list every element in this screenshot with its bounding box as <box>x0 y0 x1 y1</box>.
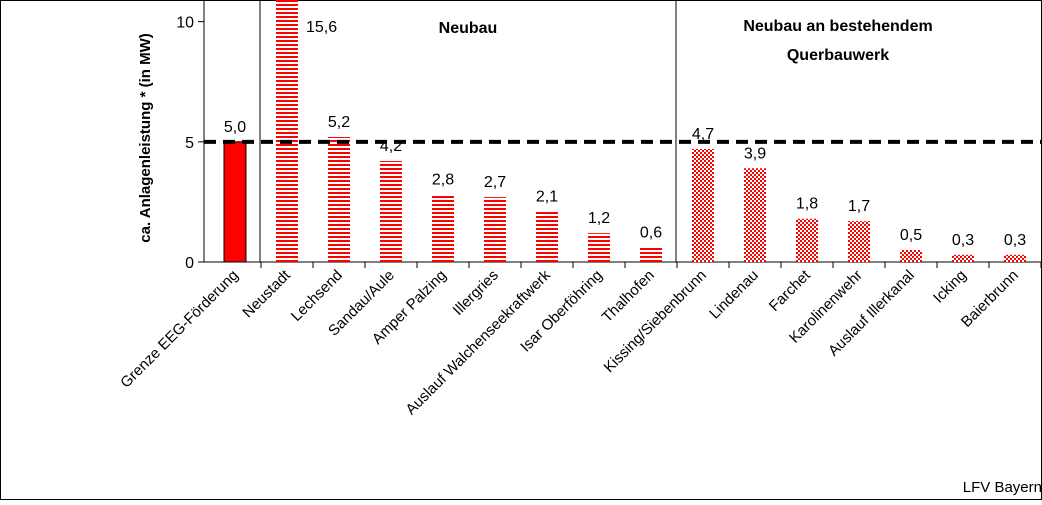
bar <box>900 249 922 262</box>
value-label: 0,3 <box>1004 232 1026 249</box>
bar <box>380 161 402 262</box>
bar <box>484 197 506 262</box>
value-label: 1,7 <box>848 198 870 215</box>
source-label: LFV Bayern <box>963 479 1042 496</box>
bar <box>1004 254 1026 262</box>
x-tick-label: Farchet <box>766 266 815 315</box>
x-tick-label: Baierbrunn <box>958 267 1022 331</box>
bar <box>432 194 454 262</box>
value-label: 2,1 <box>536 189 558 206</box>
value-label: 0,6 <box>640 225 662 242</box>
bar <box>536 211 558 262</box>
bar <box>952 254 974 262</box>
y-tick-label: 10 <box>176 15 194 32</box>
value-label: 2,8 <box>432 172 454 189</box>
bar <box>640 247 662 262</box>
group-label-neubau: Neubau <box>439 20 498 37</box>
bar <box>796 218 818 262</box>
y-tick-label: 5 <box>185 135 194 152</box>
x-tick-label: Neustadt <box>239 266 294 321</box>
value-label: 4,7 <box>692 126 714 143</box>
value-labels: 5,0 15,6 5,2 4,2 2,8 2,7 2,1 1,2 0,6 4,7 3,9 1,8 1,7… <box>224 19 1026 249</box>
bar <box>276 0 298 262</box>
value-label: 2,7 <box>484 174 506 191</box>
bar <box>588 233 610 262</box>
value-label: 5,2 <box>328 114 350 131</box>
y-axis: 0 5 10 <box>176 15 204 272</box>
x-tick-labels: Grenze EEG-FörderungNeustadtLechsendSand… <box>117 262 1042 418</box>
bar <box>744 168 766 262</box>
bar <box>692 149 714 262</box>
x-tick-label: Lindenau <box>706 267 762 323</box>
x-tick-label: Icking <box>930 267 970 307</box>
value-label: 4,2 <box>380 138 402 155</box>
y-axis-title: ca. Anlagenleistung * (in MW) <box>137 33 154 242</box>
value-label: 15,6 <box>306 19 337 36</box>
bar <box>848 221 870 262</box>
value-label: 1,2 <box>588 210 610 227</box>
x-tick-label: Illergries <box>450 267 502 319</box>
x-tick-label: Kissing/Siebenbrunn <box>601 267 710 376</box>
x-tick-label: Grenze EEG-Förderung <box>117 267 242 392</box>
value-label: 5,0 <box>224 119 246 136</box>
y-tick-label: 0 <box>185 255 194 272</box>
group-label-bestehend-line1: Neubau an bestehendem <box>743 18 932 35</box>
value-label: 0,3 <box>952 232 974 249</box>
value-label: 1,8 <box>796 196 818 213</box>
bars <box>223 0 1026 263</box>
value-label: 0,5 <box>900 227 922 244</box>
bar <box>223 141 247 263</box>
group-label-bestehend-line2: Querbauwerk <box>787 47 889 64</box>
bar <box>328 137 350 262</box>
value-label: 3,9 <box>744 145 766 162</box>
